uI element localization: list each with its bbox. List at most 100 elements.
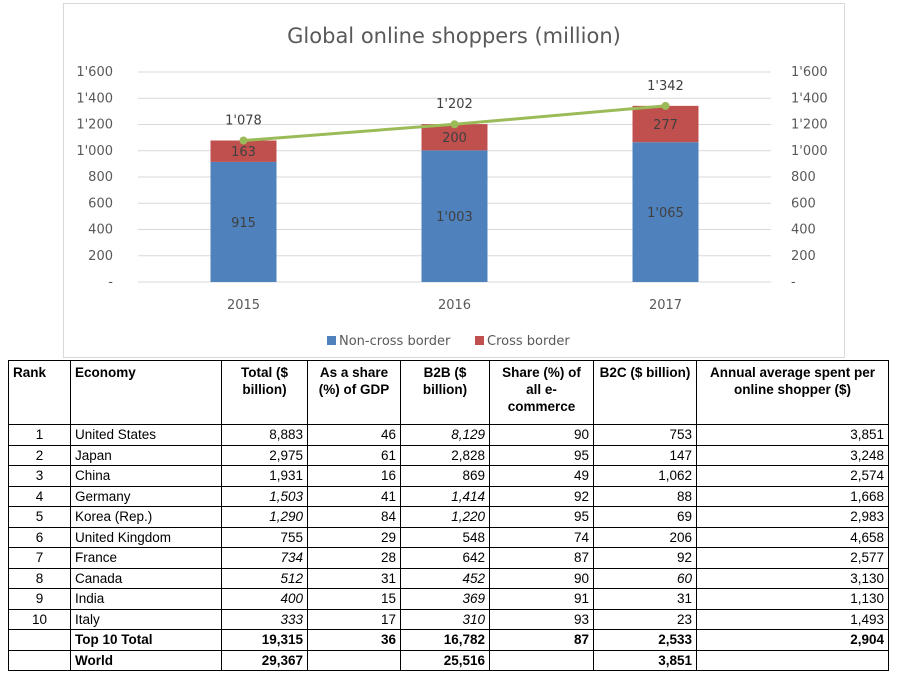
segment-value-label: 277 [653, 118, 678, 133]
rank-cell: 1 [8, 424, 71, 446]
total-cell: 755 [221, 526, 308, 548]
y-tick-label-right: 1'400 [791, 91, 828, 106]
y-tick-label-left: 600 [88, 196, 113, 211]
annual-cell: 1,668 [696, 485, 889, 507]
annual-cell: 4,658 [696, 526, 889, 548]
share-ecom-cell: 95 [489, 506, 594, 528]
annual-cell: 3,248 [696, 444, 889, 466]
economy-cell: Top 10 Total [70, 629, 222, 651]
share-ecom-cell: 90 [489, 567, 594, 589]
y-tick-label-left: 1'200 [76, 118, 113, 133]
b2b-cell: 16,782 [400, 629, 490, 651]
economy-cell: Canada [70, 567, 222, 589]
segment-value-label: 1'003 [436, 210, 473, 225]
y-tick-label-right: - [791, 275, 796, 290]
y-tick-label-right: 600 [791, 196, 816, 211]
share-gdp-cell: 41 [307, 485, 401, 507]
b2c-cell: 60 [593, 567, 697, 589]
y-tick-label-left: 1'000 [76, 144, 113, 159]
rank-cell [8, 649, 71, 671]
economy-cell: Korea (Rep.) [70, 506, 222, 528]
legend: Non-cross border Cross border [327, 334, 570, 349]
total-point [450, 120, 459, 129]
b2b-cell: 452 [400, 567, 490, 589]
bar-segment [421, 150, 488, 282]
chart-panel: Global online shoppers (million) - 200 400… [63, 3, 845, 358]
share-gdp-cell: 61 [307, 444, 401, 466]
share-gdp-cell: 15 [307, 588, 401, 610]
b2b-cell: 1,414 [400, 485, 490, 507]
left-y-axis: - 200 400 600 800 1'000 1'200 1'400 1'600 [76, 65, 113, 290]
share-gdp-cell: 46 [307, 424, 401, 446]
x-tick-label: 2016 [438, 298, 471, 313]
b2b-cell: 548 [400, 526, 490, 548]
economy-cell: Japan [70, 444, 222, 466]
share-ecom-cell: 87 [489, 547, 594, 569]
y-tick-label-right: 1'000 [791, 144, 828, 159]
total-point [239, 136, 248, 145]
table-row: 1 United States 8,883 46 8,129 90 753 3,851 [8, 424, 889, 446]
b2c-cell: 3,851 [593, 649, 697, 671]
b2c-cell: 1,062 [593, 465, 697, 487]
total-cell: 512 [221, 567, 308, 589]
total-cell: 1,503 [221, 485, 308, 507]
bar-segment [632, 105, 699, 143]
total-cell: 8,883 [221, 424, 308, 446]
y-tick-label-left: 200 [88, 249, 113, 264]
share-gdp-cell: 31 [307, 567, 401, 589]
y-tick-label-right: 1'200 [791, 118, 828, 133]
top10-total-row: Top 10 Total 19,315 36 16,782 87 2,533 2,904 [8, 629, 889, 651]
economy-cell: United States [70, 424, 222, 446]
b2c-cell: 206 [593, 526, 697, 548]
share-ecom-cell: 95 [489, 444, 594, 466]
table-row: 9 India 400 15 369 91 31 1,130 [8, 588, 889, 610]
bar-segment [210, 161, 277, 282]
ecommerce-table: Rank Economy Total ($ billion) As a shar… [8, 360, 889, 671]
annual-cell: 2,983 [696, 506, 889, 528]
b2c-cell: 31 [593, 588, 697, 610]
economy-cell: Italy [70, 608, 222, 630]
total-cell: 1,290 [221, 506, 308, 528]
share-gdp-cell: 17 [307, 608, 401, 630]
rank-cell: 10 [8, 608, 71, 630]
right-y-axis: - 200 400 600 800 1'000 1'200 1'400 1'600 [791, 65, 828, 290]
header-b2b: B2B ($ billion) [400, 360, 490, 425]
b2c-cell: 2,533 [593, 629, 697, 651]
y-tick-label-left: - [108, 275, 113, 290]
legend-label: Cross border [487, 334, 570, 349]
rank-cell: 5 [8, 506, 71, 528]
b2b-cell: 310 [400, 608, 490, 630]
rank-cell: 2 [8, 444, 71, 466]
annual-cell: 1,493 [696, 608, 889, 630]
share-ecom-cell: 74 [489, 526, 594, 548]
economy-cell: United Kingdom [70, 526, 222, 548]
share-gdp-cell: 16 [307, 465, 401, 487]
annual-cell: 2,574 [696, 465, 889, 487]
table-row: 7 France 734 28 642 87 92 2,577 [8, 547, 889, 569]
legend-label: Non-cross border [339, 334, 451, 349]
bar-segment [421, 124, 488, 151]
header-economy: Economy [70, 360, 222, 425]
share-gdp-cell: 84 [307, 506, 401, 528]
economy-cell: World [70, 649, 222, 671]
header-b2c: B2C ($ billion) [593, 360, 697, 425]
share-ecom-cell: 90 [489, 424, 594, 446]
total-cell: 2,975 [221, 444, 308, 466]
economy-cell: China [70, 465, 222, 487]
stacked-bar-chart: Global online shoppers (million) - 200 400… [63, 3, 845, 358]
segment-value-label: 1'065 [647, 206, 684, 221]
share-ecom-cell: 93 [489, 608, 594, 630]
table-row: 4 Germany 1,503 41 1,414 92 88 1,668 [8, 485, 889, 507]
rank-cell: 3 [8, 465, 71, 487]
annual-cell: 2,904 [696, 629, 889, 651]
total-line: 1'078 1'202 1'342 [225, 79, 684, 145]
b2b-cell: 642 [400, 547, 490, 569]
total-value-label: 1'078 [225, 114, 262, 129]
b2c-cell: 88 [593, 485, 697, 507]
total-cell: 734 [221, 547, 308, 569]
share-ecom-cell: 92 [489, 485, 594, 507]
table-row: 10 Italy 333 17 310 93 23 1,493 [8, 608, 889, 630]
b2b-cell: 369 [400, 588, 490, 610]
b2b-cell: 8,129 [400, 424, 490, 446]
annual-cell: 3,851 [696, 424, 889, 446]
